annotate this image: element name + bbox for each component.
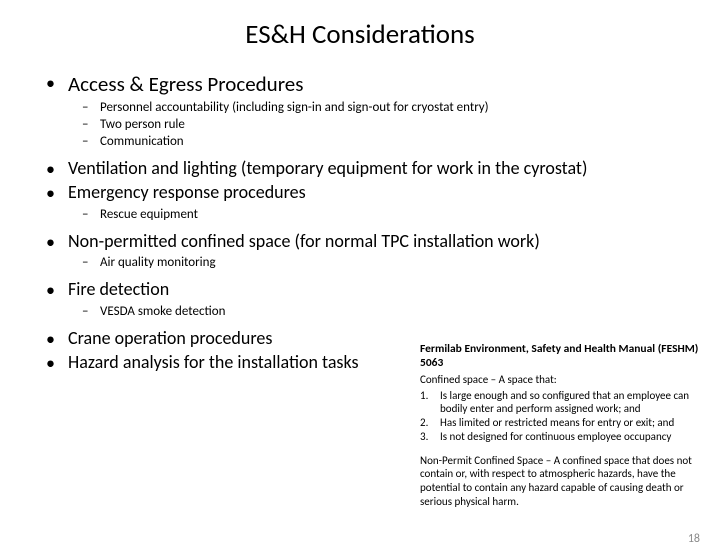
sidebar-note: Non-Permit Confined Space – A confined s… bbox=[420, 454, 702, 509]
bullet-list: Access & Egress Procedures Personnel acc… bbox=[40, 71, 700, 374]
sub-list: Air quality monitoring bbox=[68, 255, 700, 272]
item-num: 1. bbox=[420, 389, 428, 403]
sidebar-item: 3.Is not designed for continuous employe… bbox=[440, 430, 702, 444]
sidebar-item: 2.Has limited or restricted means for en… bbox=[440, 416, 702, 430]
bullet-access: Access & Egress Procedures Personnel acc… bbox=[40, 71, 700, 151]
bullet-text: Non-permitted confined space (for normal… bbox=[68, 230, 540, 252]
sidebar-item: 1.Is large enough and so configured that… bbox=[440, 389, 702, 417]
sub-item: Two person rule bbox=[68, 117, 700, 134]
sub-list: Rescue equipment bbox=[68, 207, 700, 224]
bullet-text: Emergency response procedures bbox=[68, 181, 306, 203]
sidebar-title: Fermilab Environment, Safety and Health … bbox=[420, 342, 702, 371]
sub-list: VESDA smoke detection bbox=[68, 304, 700, 321]
sub-item: Rescue equipment bbox=[68, 207, 700, 224]
item-num: 2. bbox=[420, 416, 428, 430]
page-number: 18 bbox=[688, 532, 700, 546]
sidebar-box: Fermilab Environment, Safety and Health … bbox=[420, 342, 702, 509]
sub-item: VESDA smoke detection bbox=[68, 304, 700, 321]
item-text: Is not designed for continuous employee … bbox=[440, 430, 671, 443]
bullet-text: Access & Egress Procedures bbox=[68, 71, 303, 97]
sidebar-definition: Confined space – A space that: bbox=[420, 373, 702, 387]
bullet-text: Fire detection bbox=[68, 278, 169, 300]
item-text: Has limited or restricted means for entr… bbox=[440, 416, 674, 429]
bullet-confined: Non-permitted confined space (for normal… bbox=[40, 230, 700, 272]
sidebar-list: 1. Is large enough and so configured that… bbox=[420, 389, 702, 444]
bullet-fire: Fire detection VESDA smoke detection bbox=[40, 278, 700, 320]
bullet-ventilation: Ventilation and lighting (temporary equi… bbox=[40, 157, 700, 180]
item-text: Is large enough and so configured that a… bbox=[440, 389, 689, 416]
content-body: Access & Egress Procedures Personnel acc… bbox=[0, 71, 720, 374]
sub-item: Communication bbox=[68, 134, 700, 151]
sub-item: Air quality monitoring bbox=[68, 255, 700, 272]
sub-item: Personnel accountability (including sign… bbox=[68, 100, 700, 117]
item-num: 3. bbox=[420, 430, 428, 444]
sub-list: Personnel accountability (including sign… bbox=[68, 100, 700, 151]
bullet-emergency: Emergency response procedures Rescue equ… bbox=[40, 181, 700, 223]
slide-title: ES&H Considerations bbox=[0, 18, 720, 51]
